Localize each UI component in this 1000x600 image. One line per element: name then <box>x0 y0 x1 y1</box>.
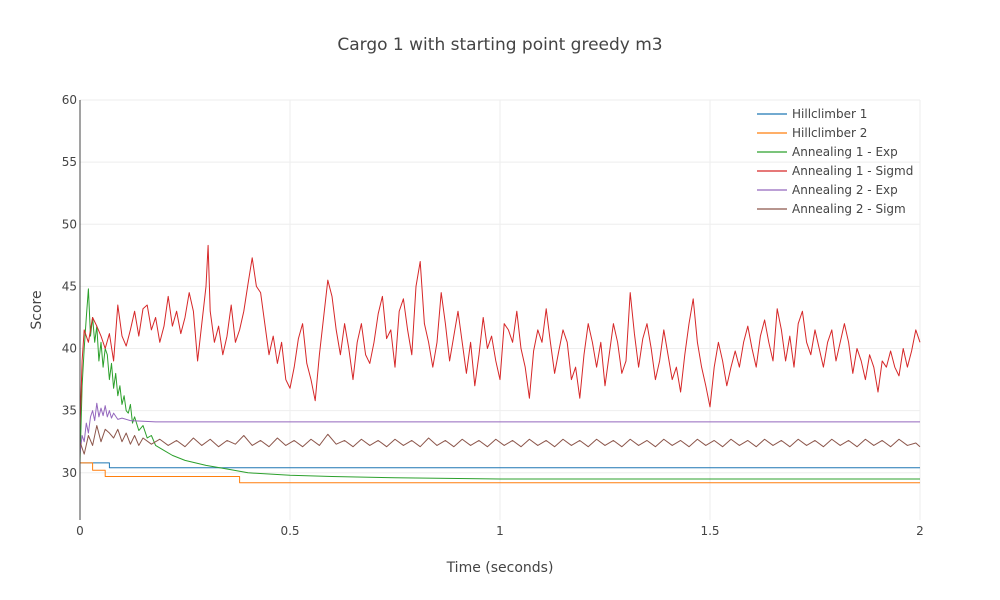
x-tick-label: 2 <box>916 524 924 538</box>
x-tick-label: 0.5 <box>280 524 299 538</box>
axes: 30 35 40 45 50 55 60 0 0.5 1 1.5 2 <box>62 93 924 538</box>
series-line-hillclimber-1 <box>80 462 920 469</box>
series-line-hillclimber-2 <box>80 462 920 484</box>
legend-item[interactable]: Annealing 2 - Exp <box>757 183 898 197</box>
y-tick-label: 30 <box>62 466 77 480</box>
legend-label: Annealing 1 - Sigmd <box>792 164 913 178</box>
legend-item[interactable]: Annealing 2 - Sigm <box>757 202 906 216</box>
legend-item[interactable]: Annealing 1 - Exp <box>757 145 898 159</box>
legend-item[interactable]: Hillclimber 2 <box>757 126 867 140</box>
legend-label: Hillclimber 1 <box>792 107 867 121</box>
legend[interactable]: Hillclimber 1 Hillclimber 2 Annealing 1 - … <box>757 107 913 216</box>
x-axis-title: Time (seconds) <box>446 560 554 576</box>
y-tick-label: 40 <box>62 342 77 356</box>
legend-item[interactable]: Annealing 1 - Sigmd <box>757 164 913 178</box>
y-tick-label: 45 <box>62 279 77 293</box>
series-layer <box>79 244 921 484</box>
legend-item[interactable]: Hillclimber 1 <box>757 107 867 121</box>
y-tick-label: 55 <box>62 155 77 169</box>
x-tick-label: 1 <box>496 524 504 538</box>
series-line-annealing-1-sigmd <box>79 244 921 430</box>
y-tick-label: 35 <box>62 404 77 418</box>
y-axis-title: Score <box>29 290 45 329</box>
legend-label: Annealing 1 - Exp <box>792 145 898 159</box>
series-line-annealing-2-sigm <box>79 425 921 455</box>
series-line-annealing-2-exp <box>79 402 920 455</box>
x-tick-label: 0 <box>76 524 84 538</box>
series-line-annealing-1-exp <box>79 288 920 480</box>
grid <box>80 99 921 520</box>
x-tick-label: 1.5 <box>700 524 719 538</box>
y-tick-label: 50 <box>62 217 77 231</box>
legend-label: Hillclimber 2 <box>792 126 867 140</box>
y-tick-label: 60 <box>62 93 77 107</box>
legend-label: Annealing 2 - Sigm <box>792 202 906 216</box>
legend-label: Annealing 2 - Exp <box>792 183 898 197</box>
chart-title: Cargo 1 with starting point greedy m3 <box>337 35 662 55</box>
